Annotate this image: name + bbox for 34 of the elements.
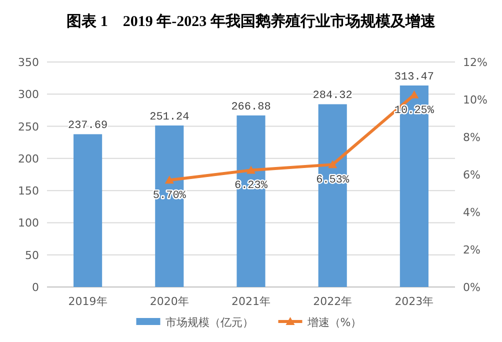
x-tick-label: 2019年 — [68, 295, 108, 308]
y2-tick-label: 6% — [463, 168, 480, 182]
x-tick-label: 2021年 — [232, 295, 270, 308]
data-label: 251.24 — [150, 111, 190, 124]
y-tick-label: 300 — [18, 88, 39, 102]
data-label: 284.32 — [312, 90, 352, 102]
data-label: 266.88 — [231, 101, 271, 114]
y-tick-label: 200 — [18, 152, 39, 166]
y-tick-label: 0 — [32, 281, 39, 294]
x-tick-label: 2020年 — [150, 295, 189, 308]
y2-tick-label: 8% — [463, 131, 480, 144]
x-tick-label: 2022年 — [313, 295, 352, 308]
bar — [155, 125, 184, 287]
point — [328, 160, 338, 168]
y2-tick-label: 10% — [463, 94, 488, 106]
y2-tick-label: 4% — [463, 206, 480, 219]
x-tick-label: 2023年 — [394, 295, 434, 308]
bar — [74, 134, 102, 287]
point — [164, 176, 174, 184]
y-tick-label: 350 — [18, 56, 39, 69]
y-tick-label: 150 — [18, 184, 39, 198]
y2-tick-label: 2% — [463, 244, 480, 256]
y2-tick-label: 12% — [463, 56, 488, 69]
legend-label: 市场规模（亿元） — [165, 316, 254, 329]
legend-label: 增速（%） — [306, 316, 362, 329]
chart-title: 图表 1 2019 年-2023 年我国鹅养殖行业市场规模及增速 — [66, 12, 436, 30]
data-label: 313.47 — [394, 71, 434, 84]
point — [246, 166, 256, 174]
y-tick-label: 100 — [18, 216, 39, 230]
y-tick-label: 250 — [18, 120, 39, 134]
y-tick-label: 50 — [25, 248, 39, 262]
bar — [236, 115, 266, 287]
data-label: 237.69 — [68, 120, 108, 132]
y2-tick-label: 0% — [463, 281, 480, 294]
